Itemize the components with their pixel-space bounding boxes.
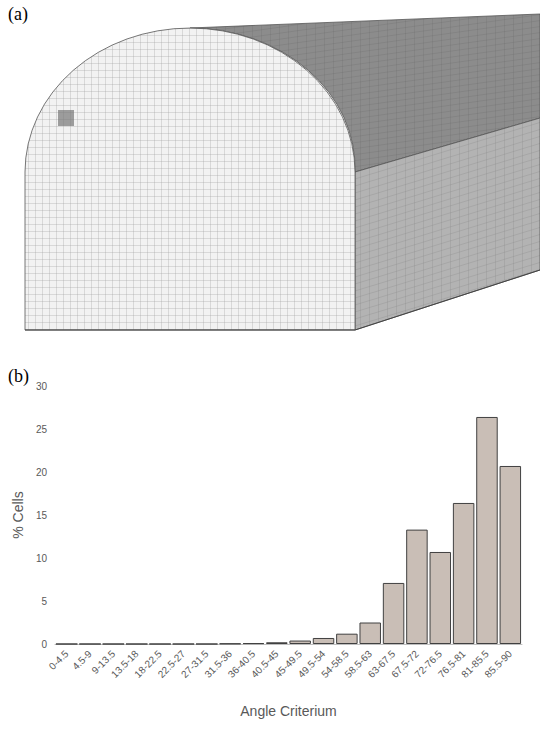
svg-text:67.5-72: 67.5-72 [389,648,421,680]
svg-text:30: 30 [36,381,48,392]
svg-text:72-76.5: 72-76.5 [412,648,445,680]
svg-text:0-4.5: 0-4.5 [47,648,71,672]
svg-text:36-40.5: 36-40.5 [225,648,258,680]
svg-text:13.5-18: 13.5-18 [108,648,141,680]
svg-text:49.5-54: 49.5-54 [295,648,328,680]
svg-text:31.5-36: 31.5-36 [202,648,234,680]
svg-text:81-85.5: 81-85.5 [459,648,491,680]
svg-text:4.5-9: 4.5-9 [70,648,94,672]
svg-text:76.5-81: 76.5-81 [435,648,468,680]
svg-text:10: 10 [36,553,48,564]
svg-text:18-22.5: 18-22.5 [132,648,164,680]
svg-text:54-58.5: 54-58.5 [319,648,351,680]
svg-text:% Cells: % Cells [10,491,26,538]
svg-text:5: 5 [41,596,47,607]
svg-text:85.5-90: 85.5-90 [482,648,514,680]
svg-text:Angle Criterium: Angle Criterium [240,703,336,719]
svg-text:0: 0 [41,639,47,650]
html-text:(b): (b) [8,366,29,386]
svg-text:20: 20 [36,467,48,478]
svg-text:15: 15 [36,510,48,521]
svg-text:40.5-45: 40.5-45 [249,648,281,680]
svg-text:9-13.5: 9-13.5 [89,648,118,676]
svg-text:63-67.5: 63-67.5 [365,648,398,680]
svg-text:22.5-27: 22.5-27 [155,648,188,680]
svg-text:45-49.5: 45-49.5 [272,648,305,680]
svg-text:27-31.5: 27-31.5 [178,648,211,680]
svg-text:25: 25 [36,424,48,435]
svg-text:58.5-63: 58.5-63 [342,648,375,680]
html-text:(a): (a) [8,4,28,24]
